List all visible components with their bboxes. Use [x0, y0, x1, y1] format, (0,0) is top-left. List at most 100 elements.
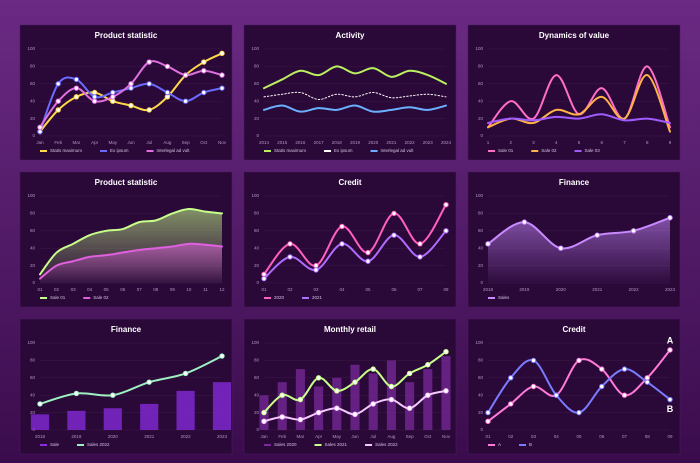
- marker: [530, 383, 537, 390]
- marker: [370, 401, 376, 407]
- x-tick-label: 2021: [592, 287, 603, 292]
- legend-label: Sales 2021: [325, 442, 348, 447]
- bar: [176, 390, 195, 430]
- marker: [91, 98, 98, 104]
- marker: [443, 388, 449, 394]
- bar: [103, 408, 122, 430]
- y-tick-label: 100: [27, 46, 35, 51]
- marker: [110, 98, 116, 104]
- y-tick-label: 60: [254, 375, 260, 380]
- x-tick-label: 2024: [441, 140, 452, 145]
- x-tick-label: Sep: [406, 434, 415, 439]
- x-tick-label: 04: [339, 287, 345, 292]
- marker: [313, 267, 319, 273]
- legend-swatch: [519, 444, 527, 446]
- x-tick-label: 2022: [405, 140, 416, 145]
- x-tick-label: 05: [104, 287, 110, 292]
- legend-swatch: [264, 297, 271, 299]
- x-tick-label: 02: [508, 434, 514, 439]
- line: [39, 355, 223, 405]
- x-tick-label: 2018: [332, 140, 343, 145]
- x-tick-label: 10: [186, 287, 192, 292]
- marker: [425, 392, 431, 398]
- panel: [243, 171, 457, 308]
- marker: [279, 414, 285, 420]
- marker: [391, 210, 397, 217]
- x-tick-label: Jul: [146, 140, 152, 145]
- marker: [110, 89, 116, 96]
- legend-label: Sale 01: [50, 295, 66, 300]
- marker: [443, 202, 449, 208]
- chart-title: Monthly retail: [324, 325, 376, 334]
- y-tick-label: 20: [254, 263, 260, 268]
- y-tick-label: 20: [30, 116, 36, 121]
- y-tick-label: 40: [478, 98, 484, 103]
- x-tick-label: Jun: [127, 140, 135, 145]
- marker: [485, 418, 491, 424]
- legend-label: Sales 2022: [87, 442, 110, 447]
- y-tick-label: 40: [254, 392, 260, 397]
- marker: [667, 347, 673, 353]
- x-tick-label: 12: [219, 287, 225, 292]
- y-tick-label: 0: [32, 133, 35, 138]
- x-tick-label: 2017: [314, 140, 325, 145]
- y-tick-label: 80: [254, 358, 260, 363]
- x-tick-label: 07: [137, 287, 143, 292]
- marker: [315, 409, 322, 416]
- bar: [277, 382, 287, 430]
- marker: [417, 241, 423, 247]
- y-tick-label: 0: [256, 280, 259, 285]
- x-tick-label: Oct: [200, 140, 208, 145]
- marker: [406, 370, 413, 377]
- x-tick-label: 2022: [181, 434, 192, 439]
- x-tick-label: 2018: [483, 287, 494, 292]
- x-tick-label: 03: [313, 287, 319, 292]
- marker: [508, 401, 514, 407]
- legend-label: Sale 01: [498, 148, 514, 153]
- chart-title: Credit: [338, 178, 361, 187]
- chart-title: Product statistic: [95, 178, 158, 187]
- line: [263, 104, 447, 113]
- marker: [521, 219, 528, 225]
- x-tick-label: 09: [667, 434, 673, 439]
- legend-label: Sales 2020: [274, 442, 297, 447]
- marker: [576, 409, 582, 416]
- legend-swatch: [40, 297, 47, 299]
- y-tick-label: 80: [30, 211, 36, 216]
- marker: [146, 59, 152, 65]
- x-tick-label: 9: [669, 140, 672, 145]
- legend-label: Statis maximum: [274, 148, 306, 153]
- x-tick-label: 01: [261, 287, 267, 292]
- x-tick-label: 7: [623, 140, 626, 145]
- y-tick-label: 60: [478, 375, 484, 380]
- legend-label: Ex ipsum: [110, 148, 129, 153]
- marker: [313, 262, 319, 269]
- marker: [279, 392, 285, 398]
- x-tick-label: 03: [71, 287, 77, 292]
- x-tick-label: 2023: [665, 287, 676, 292]
- y-tick-label: 0: [256, 427, 259, 432]
- x-tick-label: 6: [600, 140, 603, 145]
- panel: [19, 24, 233, 161]
- y-tick-label: 0: [480, 427, 483, 432]
- y-tick-label: 20: [30, 410, 36, 415]
- legend-swatch: [302, 297, 310, 299]
- legend-swatch: [40, 444, 47, 446]
- marker: [219, 353, 225, 359]
- x-tick-label: 04: [87, 287, 93, 292]
- x-tick-label: Jan: [36, 140, 44, 145]
- chart-title: Dynamics of value: [539, 31, 610, 40]
- marker: [443, 228, 449, 234]
- x-tick-label: Apr: [91, 140, 99, 145]
- x-tick-label: 2023: [423, 140, 434, 145]
- marker: [55, 81, 61, 87]
- x-tick-label: 2023: [217, 434, 228, 439]
- y-tick-label: 80: [478, 358, 484, 363]
- line: [263, 91, 447, 100]
- x-tick-label: Oct: [424, 434, 432, 439]
- marker: [110, 94, 116, 100]
- y-tick-label: 60: [30, 375, 36, 380]
- legend-swatch: [146, 150, 154, 152]
- x-tick-label: 08: [443, 287, 449, 292]
- marker: [164, 94, 171, 100]
